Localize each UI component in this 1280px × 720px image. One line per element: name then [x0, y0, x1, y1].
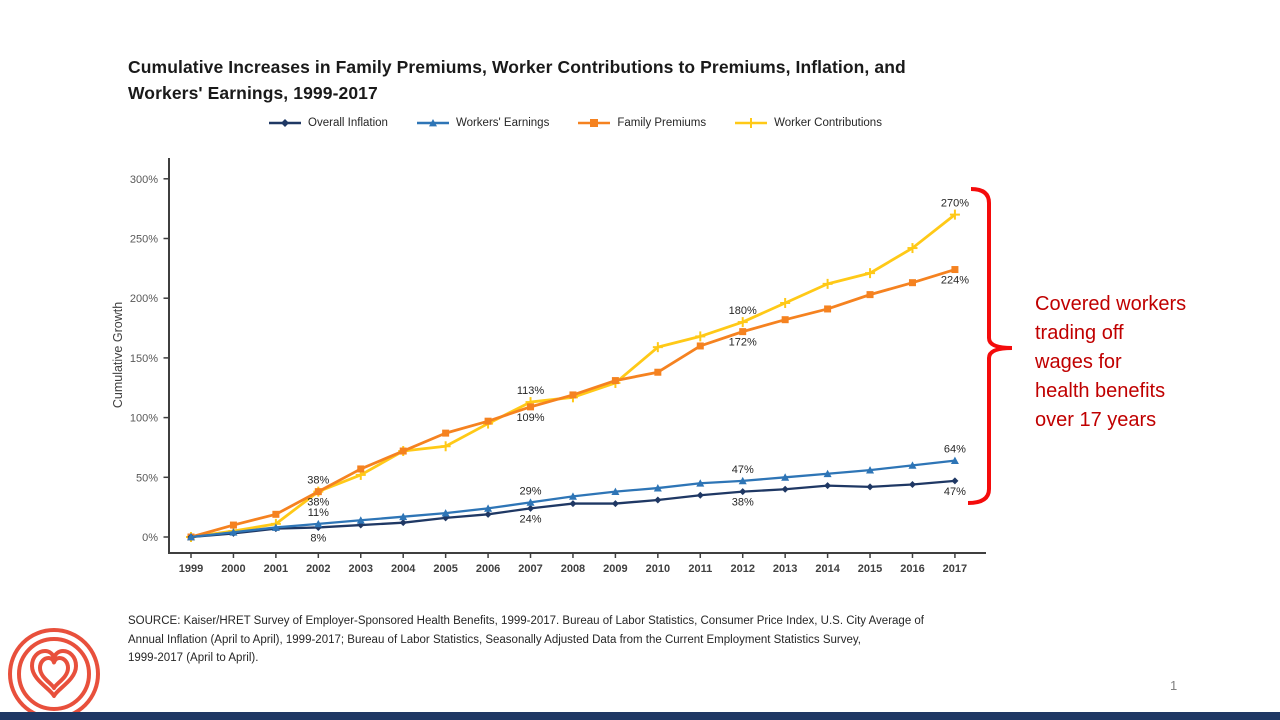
y-tick-label: 150% [130, 353, 158, 365]
y-tick-label: 100% [130, 413, 158, 425]
data-label: 11% [308, 507, 329, 519]
annotation-line: wages for [1035, 351, 1122, 373]
annotation-line: trading off [1035, 322, 1124, 344]
y-tick-label: 300% [130, 174, 158, 186]
footer-bar [0, 712, 1280, 720]
y-tick-label: 200% [130, 293, 158, 305]
series-overall-inflation [187, 477, 959, 541]
legend-item-workers-earnings: Workers' Earnings [416, 117, 549, 129]
data-label: 24% [520, 513, 542, 525]
data-label: 47% [732, 464, 754, 476]
x-tick-label: 2015 [858, 563, 882, 575]
x-tick-label: 2000 [221, 563, 245, 575]
x-tick-label: 2008 [561, 563, 585, 575]
data-label: 38% [307, 475, 329, 487]
y-tick-label: 250% [130, 234, 158, 246]
overall-inflation-marker-icon [269, 119, 302, 127]
annotation-line: health benefits [1035, 380, 1166, 402]
data-label: 29% [520, 485, 542, 497]
workers-earnings-marker-icon [416, 119, 449, 127]
data-label: 270% [941, 198, 969, 210]
worker-contributions-marker-icon [735, 118, 768, 128]
y-tick-label: 50% [136, 472, 158, 484]
chart-title-line2: Workers' Earnings, 1999-2017 [128, 83, 378, 103]
data-label: 38% [307, 497, 329, 509]
x-tick-label: 2001 [264, 563, 288, 575]
y-tick-label: 0% [142, 532, 158, 544]
data-label: 172% [729, 337, 757, 349]
data-label: 109% [516, 412, 544, 424]
chart-legend: Overall Inflation Workers' Earnings Family… [170, 117, 980, 129]
x-tick-label: 2007 [518, 563, 542, 575]
legend-item-overall-inflation: Overall Inflation [268, 117, 388, 129]
x-tick-label: 2016 [900, 563, 924, 575]
x-tick-label: 1999 [179, 563, 203, 575]
series-worker-contributions [186, 209, 960, 542]
x-tick-label: 2010 [646, 563, 670, 575]
legend-item-family-premiums: Family Premiums [577, 117, 706, 129]
annotation-text: Covered workers trading off wages for healt… [1035, 290, 1245, 435]
source-line2: Annual Inflation (April to April), 1999-… [128, 633, 861, 646]
axes: 0% 50% 100% 150% 200% 250% 300% 1999 2000 2001 200… [130, 158, 986, 575]
data-label: 38% [732, 497, 754, 509]
legend-item-worker-contributions: Worker Contributions [734, 117, 882, 129]
data-label: 113% [517, 385, 545, 397]
x-tick-label: 2004 [391, 563, 416, 575]
legend-label: Family Premiums [617, 117, 707, 129]
annotation-line: Covered workers [1035, 293, 1187, 315]
data-label: 224% [941, 275, 969, 287]
brace-icon [967, 187, 1013, 505]
chart-title-line1: Cumulative Increases in Family Premiums,… [128, 57, 906, 77]
annotation-line: over 17 years [1035, 409, 1157, 431]
x-tick-label: 2011 [688, 563, 712, 575]
x-tick-label: 2009 [603, 563, 627, 575]
series-workers-earnings [187, 456, 959, 541]
legend-label: Worker Contributions [774, 117, 882, 129]
family-premiums-marker-icon [578, 119, 611, 127]
data-label: 180% [729, 305, 757, 317]
x-tick-label: 2014 [815, 563, 840, 575]
x-tick-label: 2012 [730, 563, 754, 575]
chart-title: Cumulative Increases in Family Premiums,… [128, 54, 1008, 106]
x-tick-label: 2013 [773, 563, 797, 575]
point-labels: 38%38%11%8%113%109%29%24%180%172%47%38%2… [307, 198, 969, 545]
x-tick-label: 2017 [943, 563, 967, 575]
x-tick-label: 2003 [349, 563, 373, 575]
data-label: 47% [944, 486, 966, 498]
page-number: 1 [1170, 678, 1178, 693]
data-label: 64% [944, 444, 966, 456]
y-axis-title: Cumulative Growth [111, 302, 125, 408]
legend-label: Workers' Earnings [455, 117, 550, 129]
line-chart: 0% 50% 100% 150% 200% 250% 300% 1999 2000 2001 200… [111, 158, 1013, 575]
source-line1: SOURCE: Kaiser/HRET Survey of Employer-S… [128, 615, 925, 627]
kff-heart-logo-icon [8, 628, 100, 720]
x-tick-label: 2006 [476, 563, 500, 575]
source-line3: 1999-2017 (April to April). [128, 652, 259, 664]
data-label: 8% [310, 532, 326, 544]
x-tick-label: 2002 [306, 563, 330, 575]
x-tick-label: 2005 [433, 563, 457, 575]
source-note: SOURCE: Kaiser/HRET Survey of Employer-S… [128, 612, 988, 668]
legend-label: Overall Inflation [308, 117, 388, 129]
